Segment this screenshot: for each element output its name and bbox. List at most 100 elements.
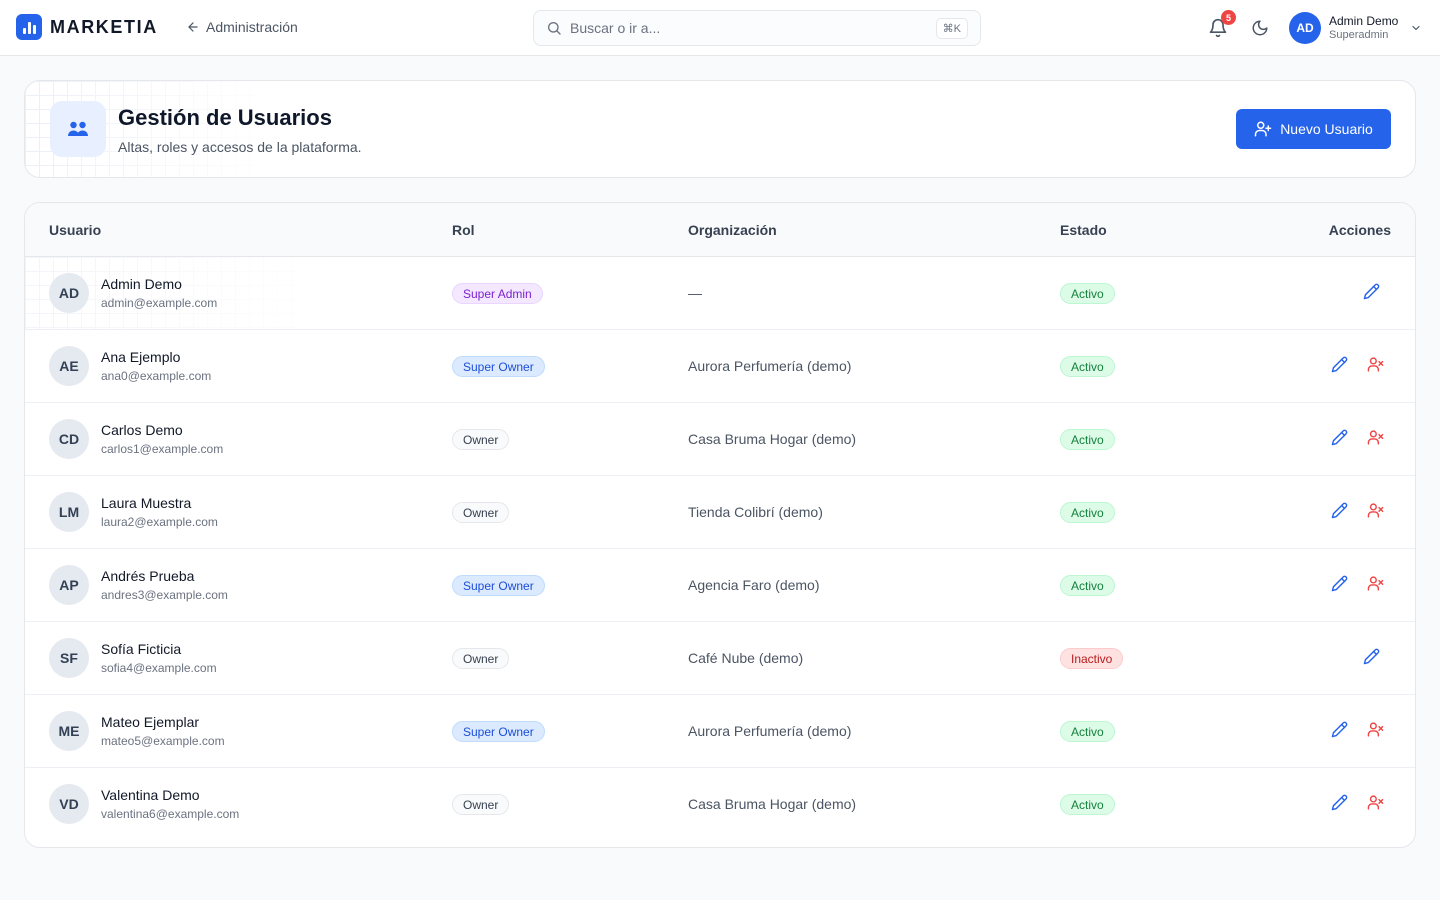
brand-logo[interactable]: MARKETIA [16,14,158,40]
user-role: Superadmin [1329,28,1389,41]
organization-name: Café Nube (demo) [688,650,804,666]
page-header-card: Gestión de Usuarios Altas, roles y acces… [24,80,1416,178]
edit-user-button[interactable] [1329,502,1349,524]
search-icon [548,22,561,35]
organization-name: Aurora Perfumería (demo) [688,358,852,374]
edit-user-button[interactable] [1329,575,1349,597]
user-avatar: AD [1289,12,1321,44]
role-badge: Super Owner [452,721,545,742]
pencil-icon [1331,356,1348,378]
column-header-status[interactable]: Estado [1060,222,1107,238]
bar-chart-icon [16,14,42,40]
pencil-icon [1331,502,1348,524]
user-email: admin@example.com [101,296,218,310]
user-avatar: AD [49,273,89,313]
search-shortcut-hint: ⌘K [935,17,968,39]
column-header-organization[interactable]: Organización [688,222,777,238]
table-row: AD Admin Demo admin@example.com Super Admin… [25,257,1415,330]
pencil-icon [1331,575,1348,597]
search-box[interactable]: ⌘K [533,10,981,46]
arrow-left-icon [188,22,198,32]
user-avatar: AP [49,565,89,605]
user-avatar: LM [49,492,89,532]
deactivate-user-button[interactable] [1365,722,1385,742]
status-badge: Activo [1060,794,1115,815]
status-badge: Activo [1060,283,1115,304]
user-menu[interactable]: AD Admin Demo Superadmin [1289,12,1422,44]
user-x-icon [1367,721,1384,743]
role-badge: Owner [452,502,510,523]
search-input[interactable] [570,20,928,36]
edit-user-button[interactable] [1329,721,1349,743]
user-avatar: AE [49,346,89,386]
column-header-user[interactable]: Usuario [49,222,102,238]
pencil-icon [1331,721,1348,743]
user-x-icon [1367,429,1384,451]
user-avatar: ME [49,711,89,751]
edit-user-button[interactable] [1361,283,1381,304]
notifications-button[interactable] [1208,18,1228,43]
user-x-icon [1367,356,1384,378]
page-subtitle: Altas, roles y accesos de la plataforma. [118,139,362,155]
new-user-button-label: Nuevo Usuario [1280,121,1373,137]
moon-icon [1252,20,1268,36]
column-header-actions: Acciones [1328,222,1391,238]
status-badge: Inactivo [1060,648,1124,669]
user-x-icon [1367,794,1384,816]
edit-user-button[interactable] [1361,648,1381,670]
bell-icon [1209,18,1227,38]
status-badge: Activo [1060,502,1115,523]
user-email: laura2@example.com [101,515,218,529]
users-icon [50,101,106,157]
deactivate-user-button[interactable] [1365,503,1385,523]
page-title: Gestión de Usuarios [118,105,332,130]
users-table: Usuario Rol Organización Estado Acciones… [24,202,1416,848]
user-name: Andrés Prueba [101,568,195,584]
user-name: Ana Ejemplo [101,349,181,365]
user-name: Admin Demo [101,276,182,292]
status-badge: Activo [1060,429,1115,450]
status-badge: Activo [1060,575,1115,596]
table-header: Usuario Rol Organización Estado Acciones [25,203,1415,257]
deactivate-user-button[interactable] [1365,576,1385,596]
user-email: ana0@example.com [101,369,212,383]
user-avatar: VD [49,784,89,824]
edit-user-button[interactable] [1329,356,1349,378]
user-email: andres3@example.com [101,588,228,602]
user-email: mateo5@example.com [101,734,225,748]
deactivate-user-button[interactable] [1365,430,1385,450]
role-badge: Owner [452,648,510,669]
back-link-label: Administración [206,19,298,35]
chevron-down-icon [1412,25,1420,31]
user-email: carlos1@example.com [101,442,224,456]
pencil-icon [1363,648,1380,670]
role-badge: Super Owner [452,356,545,377]
user-name: Mateo Ejemplar [101,714,200,730]
deactivate-user-button[interactable] [1365,795,1385,815]
user-info: Admin Demo Superadmin [1329,14,1398,42]
status-badge: Activo [1060,721,1115,742]
back-link[interactable]: Administración [186,19,298,35]
user-avatar: SF [49,638,89,678]
table-row: AP Andrés Prueba andres3@example.com Super … [25,549,1415,622]
column-header-role[interactable]: Rol [452,222,475,238]
user-name: Laura Muestra [101,495,192,511]
role-badge: Super Admin [452,283,543,304]
status-badge: Activo [1060,356,1115,377]
user-email: valentina6@example.com [101,807,240,821]
role-badge: Owner [452,429,510,450]
edit-user-button[interactable] [1329,429,1349,450]
organization-name: Aurora Perfumería (demo) [688,723,852,739]
role-badge: Super Owner [452,575,545,596]
user-plus-icon [1254,121,1272,137]
organization-name: — [688,285,702,301]
deactivate-user-button[interactable] [1365,357,1385,377]
table-row: CD Carlos Demo carlos1@example.com Owner Cas… [25,403,1415,476]
table-row: VD Valentina Demo valentina6@example.com Ow… [25,768,1415,841]
brand-name: MARKETIA [50,16,158,37]
new-user-button[interactable]: Nuevo Usuario [1236,109,1391,149]
edit-user-button[interactable] [1329,794,1349,815]
organization-name: Agencia Faro (demo) [688,577,820,593]
user-name: Valentina Demo [101,787,200,803]
theme-toggle-button[interactable] [1251,19,1269,42]
